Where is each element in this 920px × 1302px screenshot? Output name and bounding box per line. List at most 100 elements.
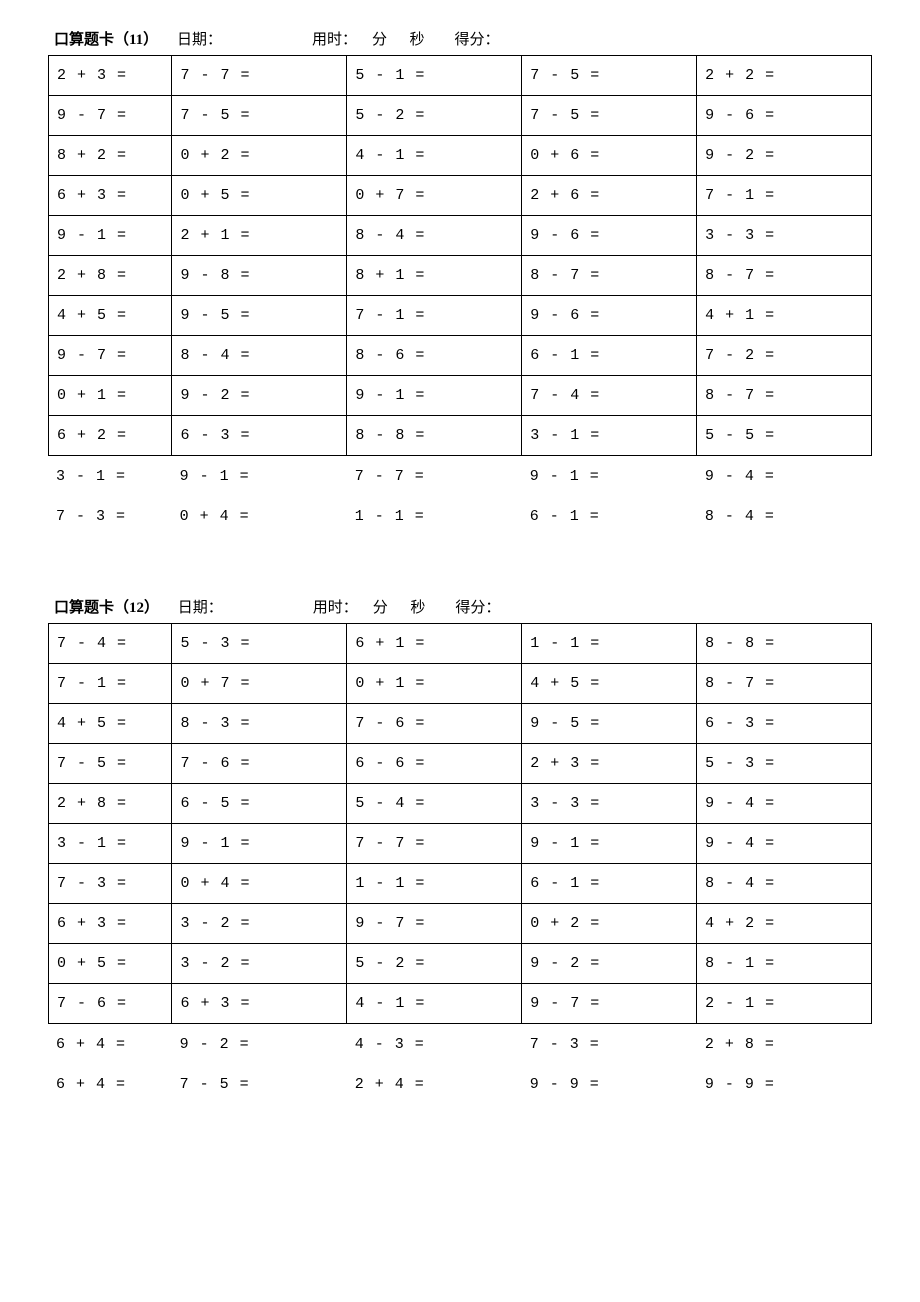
time-label: 用时： [313, 596, 358, 617]
score-label: 得分： [455, 596, 500, 617]
problem-cell: 9 - 6 = [522, 296, 697, 336]
spacer [159, 596, 178, 617]
table-row: 6 + 2 =6 - 3 =8 - 8 =3 - 1 =5 - 5 = [49, 416, 872, 456]
problem-cell: 6 + 2 = [49, 416, 172, 456]
problem-cell: 0 + 4 = [172, 496, 347, 536]
problem-cell: 9 - 4 = [697, 824, 872, 864]
table-row: 3 - 1 =9 - 1 =7 - 7 =9 - 1 =9 - 4 = [49, 824, 872, 864]
table-row: 9 - 7 =7 - 5 =5 - 2 =7 - 5 =9 - 6 = [49, 96, 872, 136]
problem-cell: 0 + 6 = [522, 136, 697, 176]
problem-cell: 9 - 7 = [49, 336, 172, 376]
problem-cell: 8 - 8 = [697, 624, 872, 664]
spacer [388, 596, 411, 617]
problem-cell: 0 + 1 = [49, 376, 172, 416]
problem-cell: 8 - 4 = [697, 864, 872, 904]
problem-cell: 7 - 6 = [347, 704, 522, 744]
problem-cell: 9 - 8 = [172, 256, 347, 296]
problem-cell: 9 - 9 = [697, 1064, 872, 1104]
problem-cell: 6 + 1 = [347, 624, 522, 664]
table-row: 7 - 4 =5 - 3 =6 + 1 =1 - 1 =8 - 8 = [49, 624, 872, 664]
card-12-header: 口算题卡（12） 日期： 用时： 分 秒 得分： [48, 596, 872, 623]
problem-cell: 7 - 5 = [172, 1064, 347, 1104]
problem-cell: 6 - 1 = [522, 336, 697, 376]
problem-cell: 7 - 7 = [347, 456, 522, 496]
problem-cell: 1 - 1 = [347, 496, 522, 536]
problem-cell: 7 - 4 = [49, 624, 172, 664]
problem-cell: 9 - 1 = [522, 824, 697, 864]
problem-cell: 6 - 1 = [522, 864, 697, 904]
problem-cell: 3 - 2 = [172, 944, 347, 984]
min-label: 分 [373, 596, 388, 617]
problem-cell: 0 + 4 = [172, 864, 347, 904]
problem-cell: 9 - 1 = [347, 376, 522, 416]
problem-cell: 4 + 2 = [697, 904, 872, 944]
problem-cell: 7 - 2 = [697, 336, 872, 376]
problem-cell: 7 - 4 = [522, 376, 697, 416]
problem-cell: 9 - 7 = [49, 96, 172, 136]
card-12-table: 7 - 4 =5 - 3 =6 + 1 =1 - 1 =8 - 8 = 7 - … [48, 623, 872, 1024]
problem-cell: 9 - 1 = [522, 456, 697, 496]
problem-cell: 6 + 4 = [48, 1064, 172, 1104]
problem-cell: 2 + 3 = [49, 56, 172, 96]
problem-cell: 8 - 8 = [347, 416, 522, 456]
problem-cell: 0 + 7 = [347, 176, 522, 216]
problem-cell: 2 + 3 = [522, 744, 697, 784]
problem-cell: 8 - 7 = [522, 256, 697, 296]
table-row: 6 + 3 =0 + 5 =0 + 7 =2 + 6 =7 - 1 = [49, 176, 872, 216]
problem-cell: 0 + 5 = [49, 944, 172, 984]
date-label: 日期： [177, 28, 222, 49]
problem-cell: 6 - 1 = [522, 496, 697, 536]
problem-cell: 2 - 1 = [697, 984, 872, 1024]
card-11-header: 口算题卡（11） 日期： 用时： 分 秒 得分： [48, 28, 872, 55]
spacer [425, 28, 455, 49]
table-row: 7 - 1 =0 + 7 =0 + 1 =4 + 5 =8 - 7 = [49, 664, 872, 704]
problem-cell: 5 - 4 = [347, 784, 522, 824]
problem-cell: 0 + 1 = [347, 664, 522, 704]
spacer [158, 28, 177, 49]
problem-cell: 6 - 3 = [172, 416, 347, 456]
table-row: 9 - 7 =8 - 4 =8 - 6 =6 - 1 =7 - 2 = [49, 336, 872, 376]
problem-cell: 4 + 1 = [697, 296, 872, 336]
problem-cell: 9 - 2 = [697, 136, 872, 176]
problem-cell: 6 + 4 = [48, 1024, 172, 1064]
problem-cell: 8 - 1 = [697, 944, 872, 984]
problem-cell: 6 - 6 = [347, 744, 522, 784]
problem-cell: 7 - 6 = [49, 984, 172, 1024]
problem-cell: 7 - 1 = [49, 664, 172, 704]
problem-cell: 3 - 1 = [522, 416, 697, 456]
problem-cell: 9 - 7 = [522, 984, 697, 1024]
problem-cell: 4 - 1 = [347, 984, 522, 1024]
problem-cell: 8 - 3 = [172, 704, 347, 744]
spacer [387, 28, 410, 49]
table-row: 7 - 6 =6 + 3 =4 - 1 =9 - 7 =2 - 1 = [49, 984, 872, 1024]
problem-cell: 5 - 1 = [347, 56, 522, 96]
sec-label: 秒 [410, 596, 425, 617]
problem-cell: 5 - 2 = [347, 944, 522, 984]
card-12-extra: 6 + 4 =9 - 2 =4 - 3 =7 - 3 =2 + 8 = 6 + … [48, 1024, 872, 1104]
table-row: 4 + 5 =9 - 5 =7 - 1 =9 - 6 =4 + 1 = [49, 296, 872, 336]
problem-cell: 9 - 5 = [172, 296, 347, 336]
problem-cell: 9 - 4 = [697, 784, 872, 824]
score-label: 得分： [455, 28, 500, 49]
problem-cell: 2 + 1 = [172, 216, 347, 256]
problem-cell: 4 - 3 = [347, 1024, 522, 1064]
problem-cell: 8 - 7 = [697, 664, 872, 704]
table-row: 6 + 3 =3 - 2 =9 - 7 =0 + 2 =4 + 2 = [49, 904, 872, 944]
problem-cell: 8 - 6 = [347, 336, 522, 376]
problem-cell: 9 - 6 = [697, 96, 872, 136]
problem-cell: 9 - 1 = [49, 216, 172, 256]
problem-cell: 9 - 2 = [172, 376, 347, 416]
problem-cell: 9 - 1 = [172, 824, 347, 864]
problem-cell: 2 + 6 = [522, 176, 697, 216]
problem-cell: 4 + 5 = [522, 664, 697, 704]
spacer [357, 28, 372, 49]
problem-cell: 3 - 1 = [48, 456, 172, 496]
problem-cell: 0 + 2 = [522, 904, 697, 944]
problem-cell: 6 + 3 = [49, 904, 172, 944]
problem-cell: 9 - 4 = [697, 456, 872, 496]
problem-cell: 8 - 4 = [347, 216, 522, 256]
problem-cell: 7 - 5 = [172, 96, 347, 136]
problem-cell: 5 - 5 = [697, 416, 872, 456]
problem-cell: 0 + 5 = [172, 176, 347, 216]
problem-cell: 1 - 1 = [522, 624, 697, 664]
